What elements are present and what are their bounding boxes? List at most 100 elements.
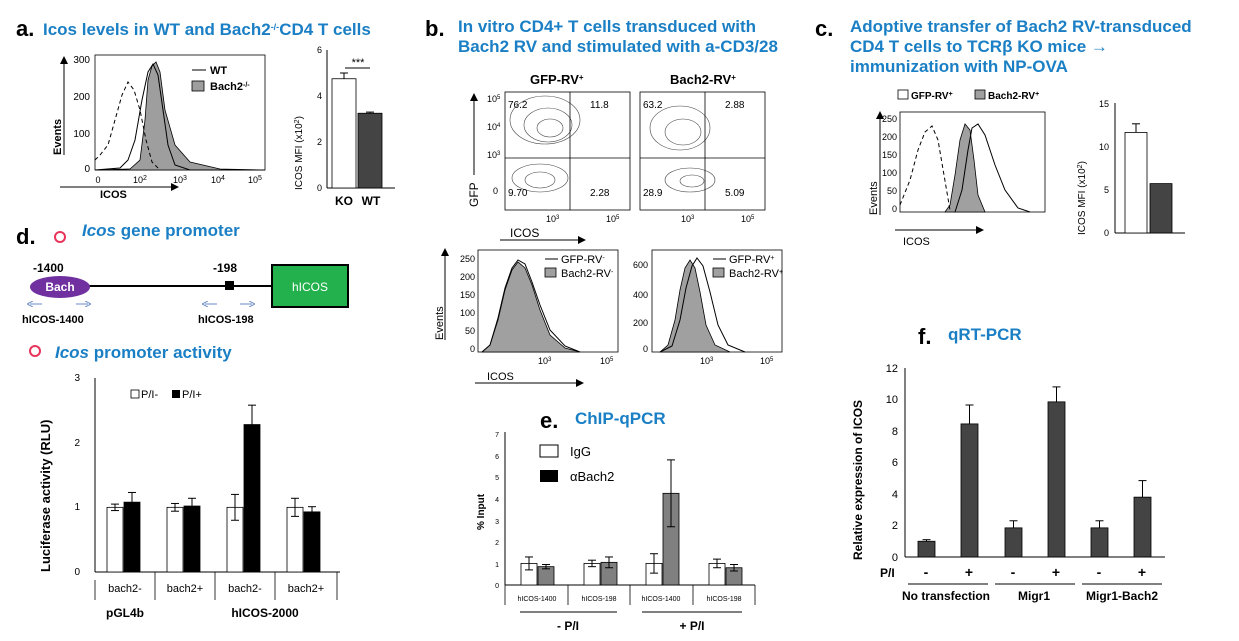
pi-sign: + (1052, 564, 1060, 580)
panel-f-bar (1004, 527, 1023, 558)
panel-d-bar-pi-plus (123, 501, 141, 573)
panel-b-col1: GFP-RV+ (530, 72, 584, 87)
panel-c-mfi-tick: 0 (1104, 228, 1109, 238)
hist-xtick: 103 (538, 356, 552, 366)
panel-c-histogram: GFP-RV+ Bach2-RV+ Events 250 200 150 100… (868, 89, 1046, 248)
panel-f-group: No transfection (902, 589, 990, 603)
panel-a-ytick: 0 (84, 164, 90, 175)
panel-a-xtick: 102 (133, 175, 147, 186)
panel-c-title-1: Adoptive transfer of Bach2 RV-transduced (850, 17, 1192, 36)
panel-e-ytick: 7 (495, 432, 499, 439)
panel-a-title: Icos levels in WT and Bach2-/-CD4 T cell… (43, 20, 371, 39)
panel-c-title-2: CD4 T cells to TCRβ KO mice → (850, 37, 1108, 56)
panel-d-bar-pi-minus (106, 506, 124, 573)
panel-c-mfi-tick: 5 (1104, 185, 1109, 195)
bach-label: Bach (45, 280, 74, 294)
panel-a-xtick: 105 (248, 175, 262, 186)
panel-c-mfi-tick: 10 (1099, 142, 1109, 152)
panel-b-letter: b. (425, 16, 445, 41)
panel-e-ytick: 0 (495, 583, 499, 590)
panel-a-legend-wt: WT (210, 65, 227, 77)
panel-d-ytick: 3 (74, 373, 80, 384)
panel-a-legend-ko: Bach2-/- (210, 81, 250, 93)
panel-a-histogram: Events 300 200 100 0 WT Bach2-/- 0 102 1… (52, 54, 266, 201)
panel-f-pi-label: P/I (880, 566, 895, 580)
hist-xtick: 103 (700, 356, 714, 366)
hist-left-leg-bach2: Bach2-RV- (561, 268, 614, 280)
panel-f-bar (1090, 527, 1109, 558)
panel-d-bar-pi-plus (303, 511, 321, 573)
panel-f-group: Migr1 (1018, 589, 1050, 603)
hist-left-tick: 50 (465, 326, 475, 336)
panel-c-mfi-tick: 15 (1099, 99, 1109, 109)
primer-198: hICOS-198 (198, 314, 254, 326)
panel-f-letter: f. (918, 324, 931, 349)
q-right-ul: 63.2 (643, 100, 663, 111)
panel-c-letter: c. (815, 16, 833, 41)
promoter-pos-198: -198 (213, 261, 237, 275)
panel-d-ytick: 1 (74, 502, 80, 513)
panel-a-significance: *** (352, 57, 366, 69)
flow-xtick: 105 (741, 214, 755, 224)
flow-plot-left: 76.2 11.8 9.70 2.28 (504, 91, 631, 211)
hist-right-tick: 200 (633, 318, 648, 328)
panel-c-ytick: 0 (892, 204, 897, 214)
site-198-marker (225, 281, 234, 290)
hist-right-tick: 0 (643, 344, 648, 354)
panel-d-bar-pi-plus (243, 424, 261, 573)
primer-1400: hICOS-1400 (22, 314, 84, 326)
panel-d-ytick: 2 (74, 438, 80, 449)
q-right-ur: 2.88 (725, 100, 745, 111)
flow-plot-right: 63.2 2.88 28.9 5.09 (639, 91, 766, 211)
flow-axes: GFP 105 104 103 0 103 105 103 105 ICOS (467, 93, 755, 244)
panel-e-ytick: 4 (495, 497, 499, 504)
panel-c-ytick: 200 (882, 132, 897, 142)
panel-d-xtick: bach2+ (288, 583, 324, 595)
panel-e-legend-bach2: αBach2 (570, 469, 614, 484)
panel-a-xtick: 103 (173, 175, 187, 186)
panel-d-barchart: Luciferase activity (RLU) 3 2 1 0 P/I- P… (38, 373, 340, 620)
panel-d-bar-pi-plus (183, 505, 201, 573)
panel-a-mfi-tick: 6 (317, 45, 322, 55)
hicos-gene-label: hICOS (292, 280, 328, 294)
hist-right-tick: 600 (633, 260, 648, 270)
panel-b-histograms: Events 250 200 150 100 50 0 GFP-RV- Bach… (434, 248, 783, 387)
flow-ytick: 104 (487, 122, 501, 132)
hist-right-leg-gfp: GFP-RV+ (729, 254, 774, 266)
flow-ytick: 103 (487, 150, 501, 160)
hist-xtick: 105 (760, 356, 774, 366)
panel-d-title: Icos gene promoter (82, 221, 240, 240)
panel-e-legend-igg: IgG (570, 444, 591, 459)
panel-a-y-label: Events (52, 119, 64, 155)
hist-left-tick: 200 (460, 272, 475, 282)
panel-e-xtick: hICOS-1400 (518, 596, 557, 603)
panel-a-ytick: 200 (73, 92, 90, 103)
panel-a-xtick: 0 (95, 175, 100, 185)
pi-sign: - (1011, 564, 1016, 580)
panel-c-legend-bach2: Bach2-RV+ (988, 91, 1039, 103)
q-left-ll: 9.70 (508, 188, 528, 199)
panel-f-group: Migr1-Bach2 (1086, 589, 1158, 603)
panel-b-title-2: Bach2 RV and stimulated with a-CD3/28 (458, 37, 778, 56)
panel-d-letter: d. (16, 224, 36, 249)
panel-a-ko-curve (94, 61, 266, 171)
panel-a-ytick: 300 (73, 55, 90, 66)
activity-title: Icos promoter activity (55, 343, 232, 362)
panel-f-ytick: 8 (892, 426, 898, 438)
panel-e-ytick: 5 (495, 475, 499, 482)
panel-a-cat: WT (362, 194, 381, 208)
panel-f-ytick: 0 (892, 552, 898, 564)
panel-a-xtick: 104 (211, 175, 225, 186)
panel-e-barchart: % Input 7 6 5 4 3 2 1 0 IgG αBach2 hICOS… (476, 432, 756, 633)
panel-e-xtick: hICOS-198 (581, 596, 616, 603)
panel-d-legend-plus: P/I+ (182, 389, 202, 401)
panel-a-mfi-tick: 4 (317, 91, 322, 101)
promoter-pos-1400: -1400 (33, 261, 64, 275)
panel-c-mfi-label: ICOS MFI (x102) (1077, 161, 1089, 235)
panel-a-letter: a. (16, 16, 34, 41)
panel-e-xtick: hICOS-1400 (642, 596, 681, 603)
pi-sign: + (1138, 564, 1146, 580)
panel-e-ytick: 1 (495, 562, 499, 569)
panel-a-dashed-curve (94, 81, 161, 171)
